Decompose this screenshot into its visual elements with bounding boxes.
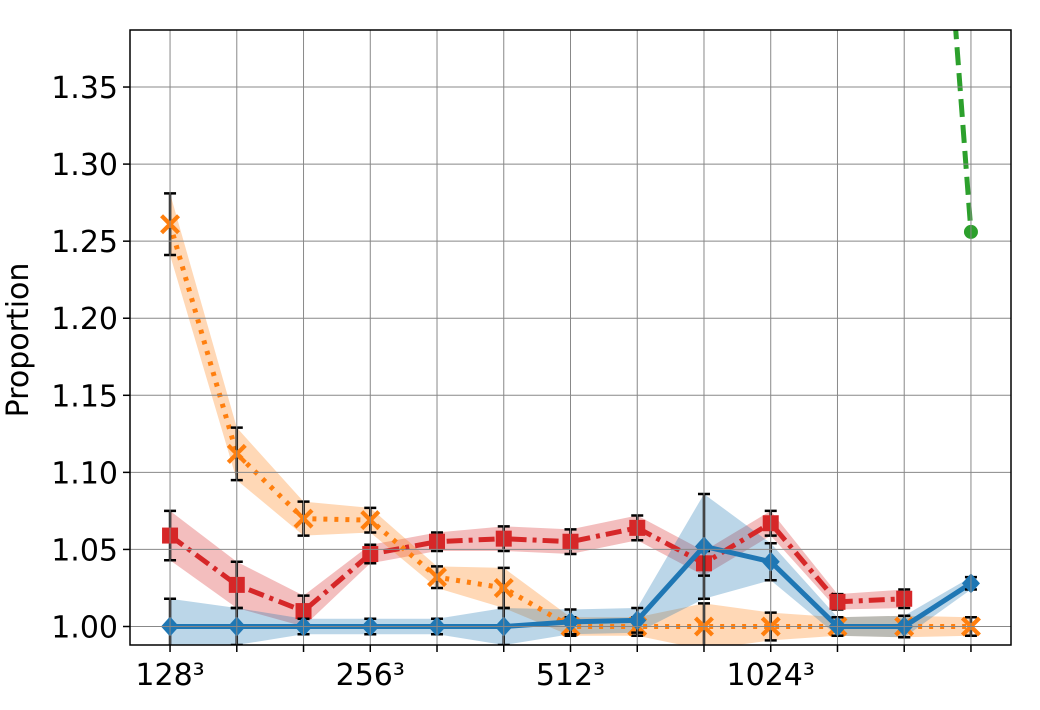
x-tick-label: 512³: [536, 658, 605, 693]
x-tick-label: 128³: [135, 658, 204, 693]
x-tick-label: 1024³: [727, 658, 815, 693]
series-line: [953, 30, 974, 233]
y-tick-label: 1.25: [51, 225, 118, 260]
y-tick-label: 1.35: [51, 71, 118, 106]
y-tick-label: 1.30: [51, 148, 118, 183]
y-tick-label: 1.10: [51, 456, 118, 491]
axes-frame: [129, 29, 1012, 646]
x-tick-label: 256³: [336, 658, 405, 693]
y-tick-label: 1.00: [51, 611, 118, 646]
series-line: [168, 519, 905, 614]
y-axis-label: Proportion: [1, 263, 36, 418]
y-tick-label: 1.15: [51, 379, 118, 414]
y-tick-label: 1.20: [51, 302, 118, 337]
error-band: [170, 510, 905, 627]
y-tick-label: 1.05: [51, 533, 118, 568]
